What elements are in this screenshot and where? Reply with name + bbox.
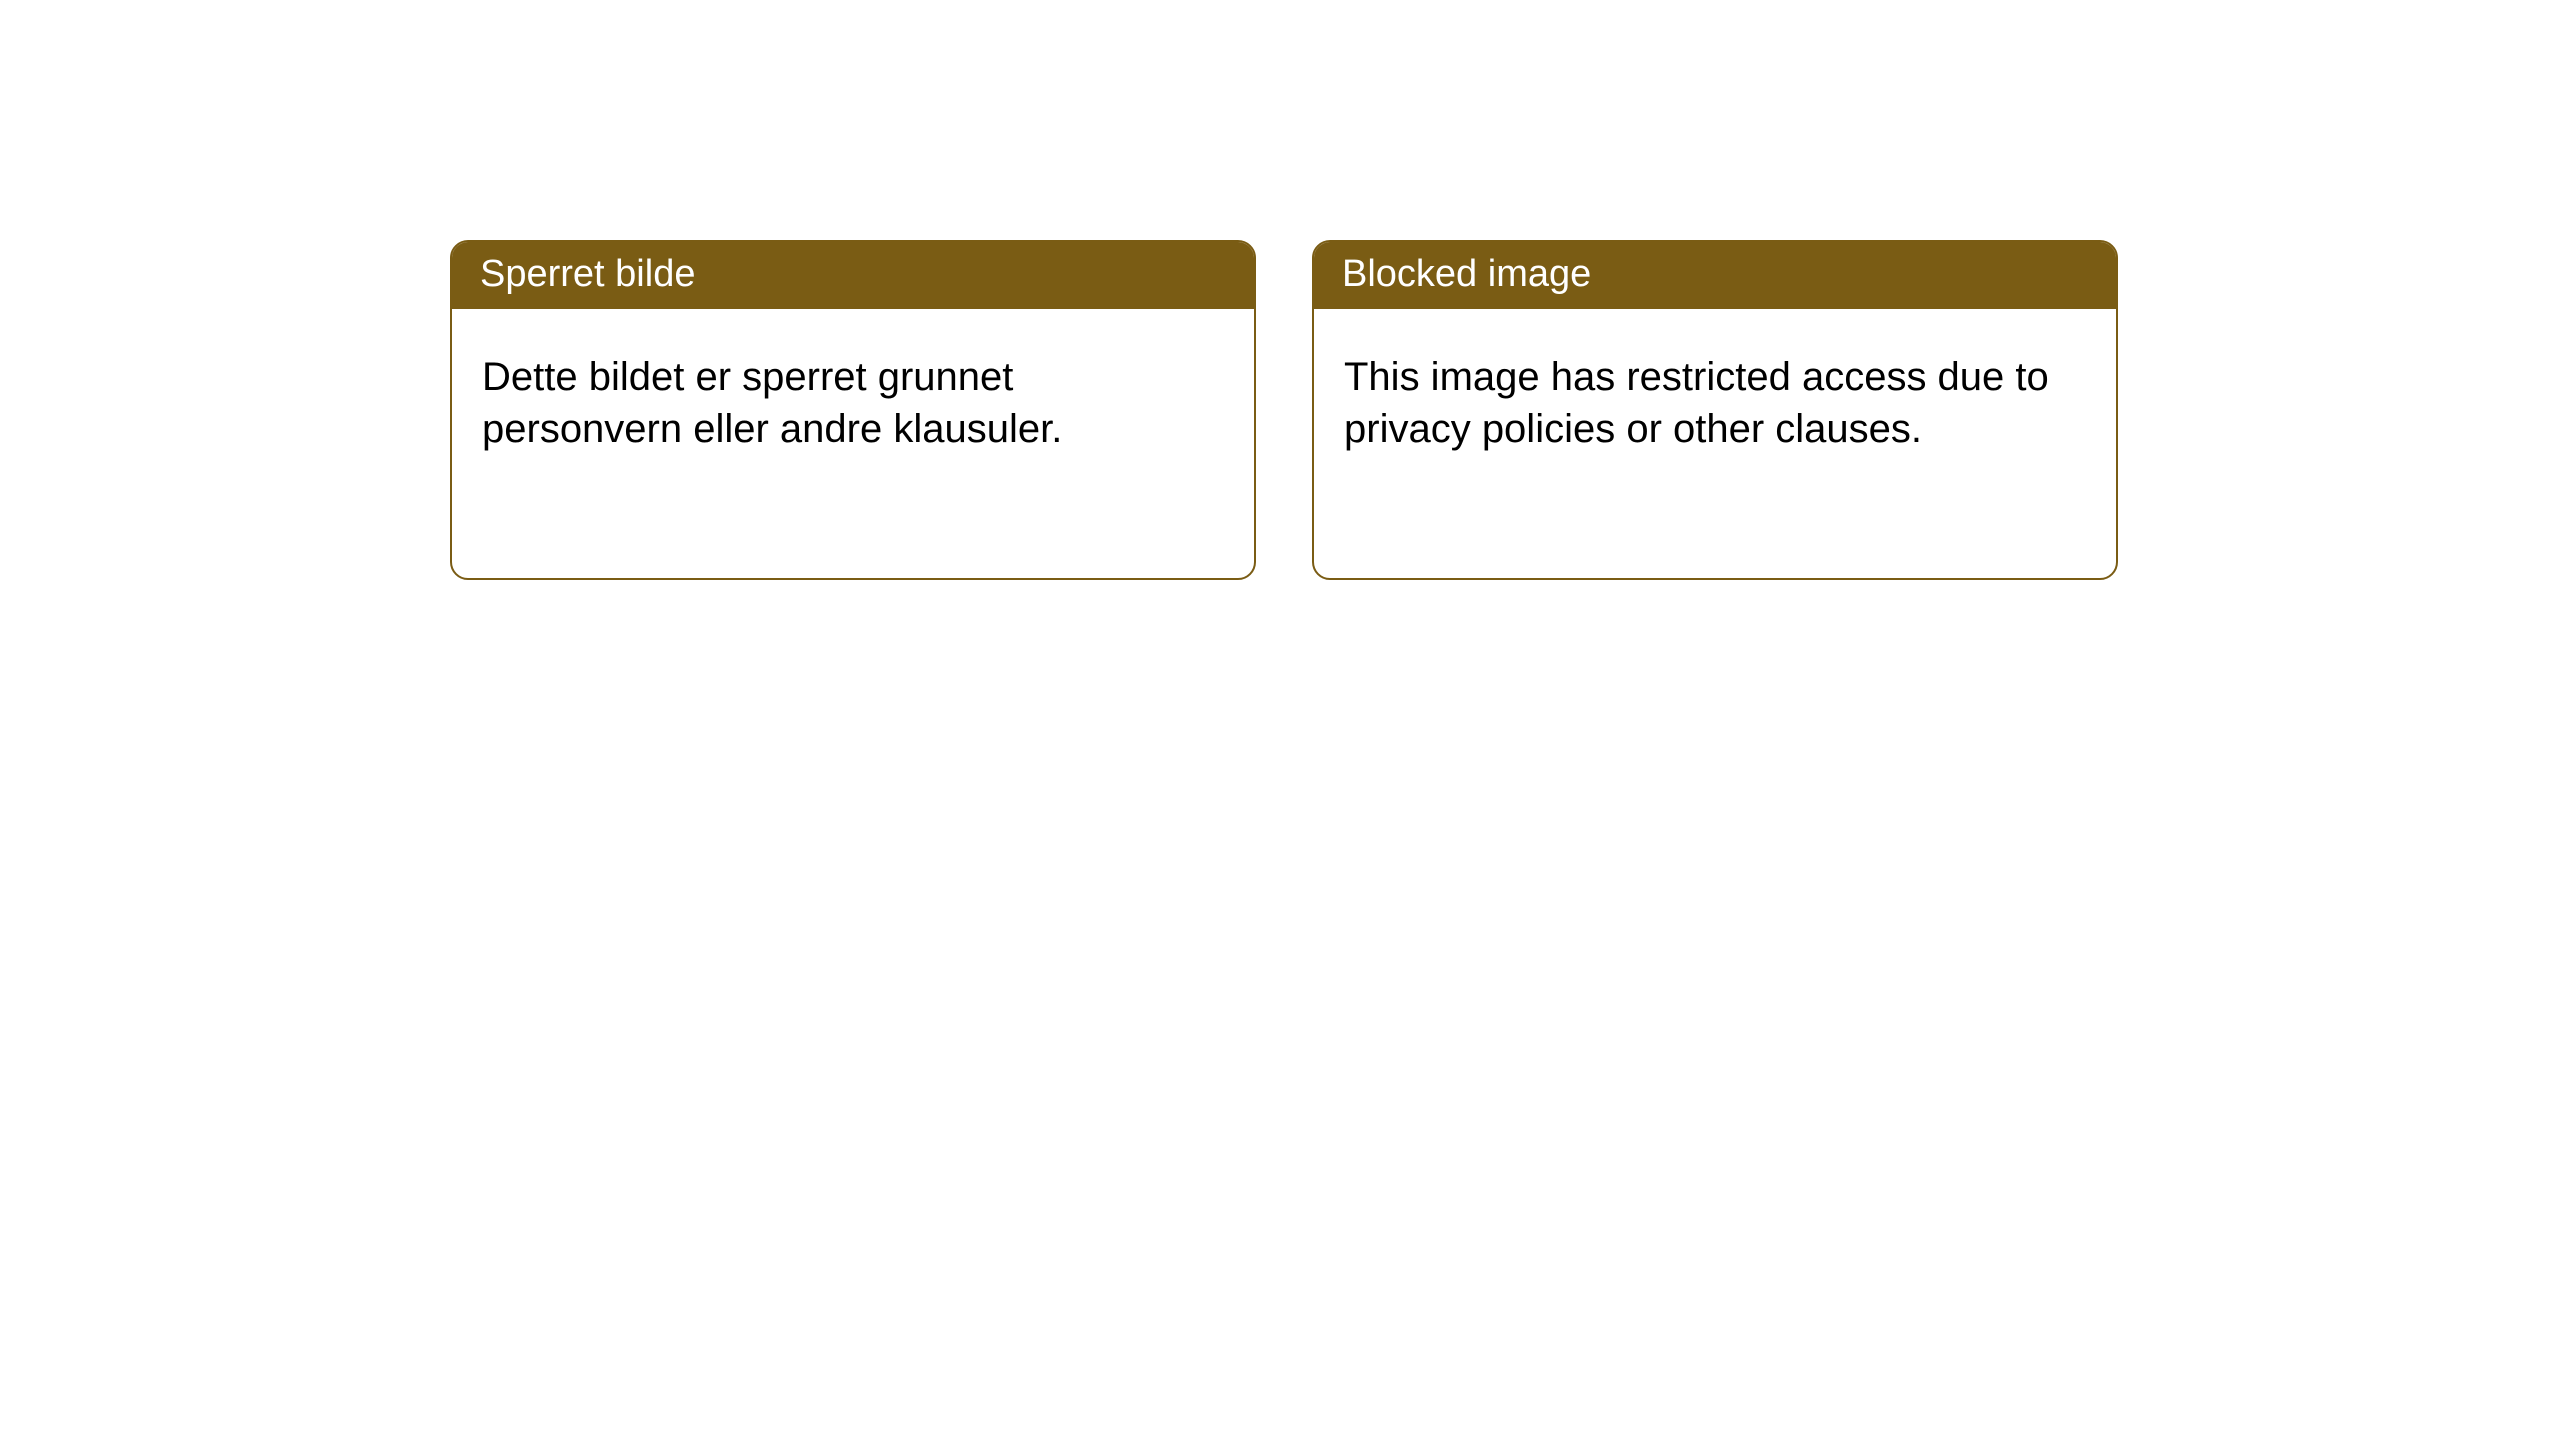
notice-card-english: Blocked image This image has restricted … bbox=[1312, 240, 2118, 580]
notice-body-english: This image has restricted access due to … bbox=[1314, 309, 2116, 485]
notice-body-norwegian: Dette bildet er sperret grunnet personve… bbox=[452, 309, 1254, 485]
notice-header-norwegian: Sperret bilde bbox=[452, 242, 1254, 309]
notice-card-norwegian: Sperret bilde Dette bildet er sperret gr… bbox=[450, 240, 1256, 580]
notice-container: Sperret bilde Dette bildet er sperret gr… bbox=[0, 0, 2560, 580]
notice-header-english: Blocked image bbox=[1314, 242, 2116, 309]
